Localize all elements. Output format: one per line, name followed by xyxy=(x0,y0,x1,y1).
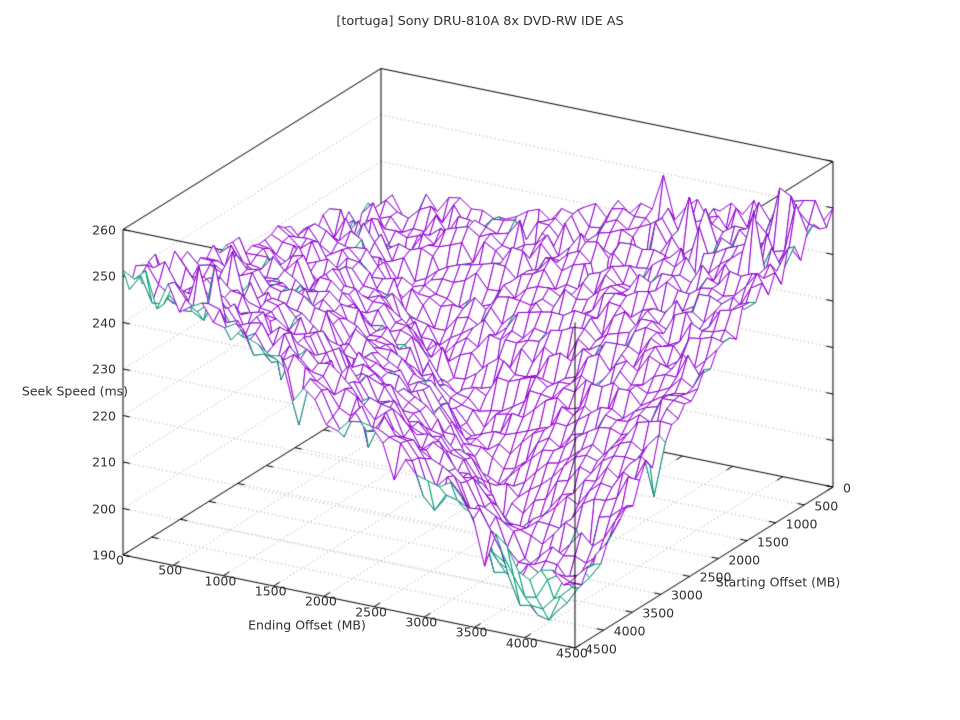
z-tick-label: 230 xyxy=(92,361,116,377)
x-tick-label: 4000 xyxy=(505,635,538,651)
x-axis-title: Ending Offset (MB) xyxy=(248,617,366,633)
z-tick-label: 250 xyxy=(92,268,116,284)
y-axis-title: Starting Offset (MB) xyxy=(715,574,841,590)
z-axis-title: Seek Speed (ms) xyxy=(21,383,129,399)
x-tick-label: 4500 xyxy=(556,645,588,661)
x-tick-label: 1500 xyxy=(254,583,287,599)
z-tick-label: 190 xyxy=(92,547,116,563)
x-tick-label: 3000 xyxy=(405,614,438,630)
z-tick-label: 240 xyxy=(92,315,116,330)
z-tick-label: 220 xyxy=(92,408,116,423)
z-tick-label: 210 xyxy=(92,454,116,470)
y-tick-label: 2000 xyxy=(728,552,761,568)
x-tick-label: 2500 xyxy=(355,604,388,620)
x-tick-label: 0 xyxy=(116,552,124,568)
y-tick-label: 4500 xyxy=(584,641,617,657)
y-tick-label: 4000 xyxy=(613,623,646,639)
x-tick-label: 2000 xyxy=(304,593,337,609)
x-tick-label: 1000 xyxy=(204,573,237,589)
y-tick-label: 500 xyxy=(814,498,839,514)
x-tick-label: 500 xyxy=(158,562,183,578)
y-tick-label: 1500 xyxy=(756,534,789,550)
x-tick-label: 3500 xyxy=(455,624,488,640)
y-tick-label: 1000 xyxy=(785,516,818,532)
y-tick-label: 3000 xyxy=(670,587,703,603)
z-tick-label: 200 xyxy=(92,501,116,516)
y-tick-label: 2500 xyxy=(699,569,732,585)
y-tick-label: 0 xyxy=(842,480,851,496)
y-tick-label: 3500 xyxy=(642,605,675,621)
chart-title: [tortuga] Sony DRU-810A 8x DVD-RW IDE AS xyxy=(336,14,624,29)
z-tick-label: 260 xyxy=(92,222,116,237)
